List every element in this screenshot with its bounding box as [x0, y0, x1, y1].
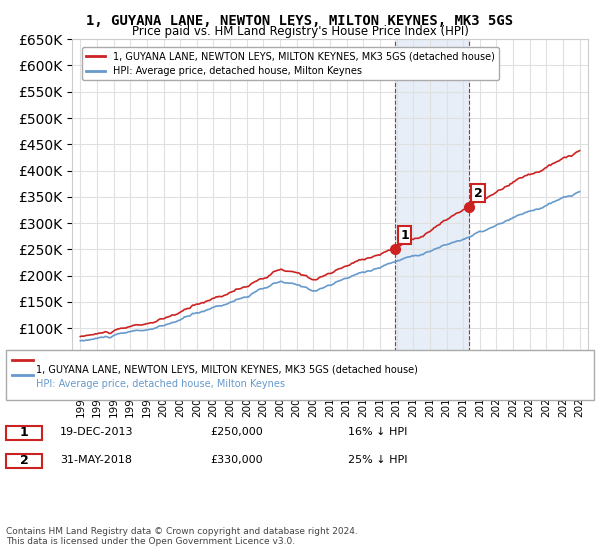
Text: 1: 1: [20, 426, 28, 439]
Bar: [395, 39, 469, 381]
Text: 2: 2: [20, 454, 28, 467]
Text: 1, GUYANA LANE, NEWTON LEYS, MILTON KEYNES, MK3 5GS: 1, GUYANA LANE, NEWTON LEYS, MILTON KEYN…: [86, 14, 514, 28]
Text: HPI: Average price, detached house, Milton Keynes: HPI: Average price, detached house, Milt…: [36, 379, 285, 389]
Legend: 1, GUYANA LANE, NEWTON LEYS, MILTON KEYNES, MK3 5GS (detached house), HPI: Avera: 1, GUYANA LANE, NEWTON LEYS, MILTON KEYN…: [82, 48, 499, 80]
Text: Price paid vs. HM Land Registry's House Price Index (HPI): Price paid vs. HM Land Registry's House …: [131, 25, 469, 38]
Text: Contains HM Land Registry data © Crown copyright and database right 2024.
This d: Contains HM Land Registry data © Crown c…: [6, 526, 358, 546]
Text: 1: 1: [400, 229, 409, 242]
Text: 1, GUYANA LANE, NEWTON LEYS, MILTON KEYNES, MK3 5GS (detached house): 1, GUYANA LANE, NEWTON LEYS, MILTON KEYN…: [36, 364, 418, 374]
Text: 2: 2: [474, 187, 482, 200]
Text: £250,000: £250,000: [210, 427, 263, 437]
Text: 16% ↓ HPI: 16% ↓ HPI: [348, 427, 407, 437]
Text: 19-DEC-2013: 19-DEC-2013: [60, 427, 133, 437]
Text: 31-MAY-2018: 31-MAY-2018: [60, 455, 132, 465]
Text: 25% ↓ HPI: 25% ↓ HPI: [348, 455, 407, 465]
Text: £330,000: £330,000: [210, 455, 263, 465]
